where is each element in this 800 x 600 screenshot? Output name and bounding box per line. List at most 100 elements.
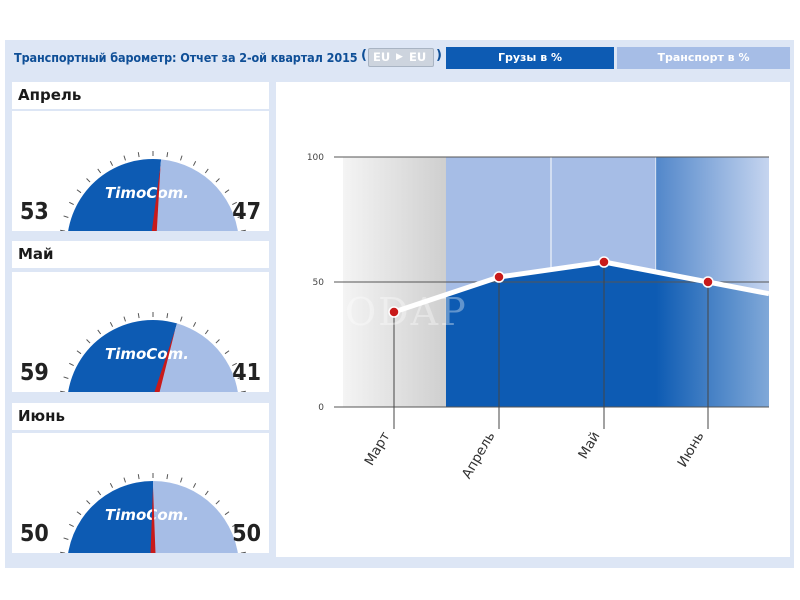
gauge-card-may: TimoCom. 59 41 bbox=[12, 272, 269, 392]
gauge-tick bbox=[237, 215, 243, 218]
route-from: EU bbox=[373, 50, 391, 64]
gauge-tick bbox=[63, 215, 69, 218]
timocom-logo-text: TimoCom. bbox=[105, 506, 189, 524]
gauge-tick bbox=[76, 350, 82, 355]
gauge-tick bbox=[215, 339, 220, 344]
gauge-tick bbox=[192, 322, 197, 327]
gauge-tick bbox=[69, 362, 74, 367]
gauge-dial: TimoCom. bbox=[60, 473, 246, 553]
route-paren-close: ) bbox=[436, 48, 442, 63]
gauge-right-sector bbox=[153, 481, 238, 553]
gauge-tick bbox=[180, 316, 183, 322]
gauge-tick bbox=[204, 168, 209, 174]
gauge-tick bbox=[232, 362, 237, 367]
gauge-tick bbox=[224, 350, 230, 355]
gauge-tick bbox=[109, 483, 114, 488]
chart-panel: 100 50 0 Март Апрель Май Июнь bbox=[276, 82, 790, 557]
gauge-tick bbox=[237, 537, 243, 540]
gauge-tick bbox=[166, 152, 169, 158]
gauge-tick bbox=[69, 523, 74, 528]
gauge-tick bbox=[109, 322, 114, 327]
header-bar: Транспортный барометр: Отчет за 2-ой ква… bbox=[0, 40, 800, 78]
gauge-tick bbox=[123, 477, 126, 483]
line-chart: 100 50 0 Март Апрель Май Июнь bbox=[307, 153, 770, 482]
gauge-tick bbox=[97, 329, 102, 335]
gauge-left-value: 53 bbox=[20, 199, 49, 225]
gauge-card-june: TimoCom. 50 50 bbox=[12, 433, 269, 553]
gauge-right-value: 50 bbox=[232, 521, 261, 547]
data-point bbox=[493, 271, 505, 283]
x-tick-label: Апрель bbox=[459, 429, 499, 482]
gauge-tick bbox=[237, 376, 243, 379]
gauge-tick bbox=[240, 390, 246, 392]
gauge-tick bbox=[166, 313, 169, 319]
gauge-tick bbox=[86, 178, 91, 183]
page-title: Транспортный барометр: Отчет за 2-ой ква… bbox=[14, 50, 358, 65]
gauge-month-label: Июнь bbox=[12, 403, 269, 430]
gauge-tick bbox=[137, 474, 140, 480]
gauge-right-value: 47 bbox=[232, 199, 261, 225]
route-selector[interactable]: EU ▶ EU bbox=[368, 48, 434, 67]
y-tick-label: 50 bbox=[313, 278, 325, 288]
y-tick-label: 100 bbox=[307, 153, 324, 163]
timocom-logo-text: TimoCom. bbox=[105, 345, 189, 363]
gauge-right-sector bbox=[157, 323, 238, 392]
x-tick-label: Май bbox=[575, 429, 603, 462]
gauge-tick bbox=[180, 155, 183, 161]
gauge-month-label: Апрель bbox=[12, 82, 269, 109]
data-point bbox=[388, 306, 400, 318]
gauge-tick bbox=[137, 152, 140, 158]
gauge-tick bbox=[240, 551, 246, 553]
gauge-month-may: Май bbox=[18, 245, 54, 263]
gauge-tick bbox=[204, 329, 209, 335]
gauge-tick bbox=[215, 500, 220, 505]
gauge-tick bbox=[86, 339, 91, 344]
gauge-left-sector bbox=[68, 481, 153, 553]
data-point bbox=[598, 256, 610, 268]
gauge-tick bbox=[137, 313, 140, 319]
gauge-dial: TimoCom. bbox=[60, 151, 246, 231]
tab-transport[interactable]: Транспорт в % bbox=[617, 47, 790, 69]
gauge-needle bbox=[151, 165, 161, 231]
gauge-tick bbox=[86, 500, 91, 505]
gauge-tick bbox=[240, 229, 246, 231]
gauge-tick bbox=[109, 161, 114, 166]
gauge-card-april: TimoCom. 53 47 bbox=[12, 111, 269, 231]
gauge-tick bbox=[204, 490, 209, 496]
gauge-tick bbox=[192, 161, 197, 166]
gauge-left-value: 59 bbox=[20, 360, 49, 386]
gauge-month-june: Июнь bbox=[18, 407, 65, 425]
gauge-tick bbox=[224, 189, 230, 194]
gauge-tick bbox=[166, 474, 169, 480]
gauge-tick bbox=[215, 178, 220, 183]
gauge-tick bbox=[63, 537, 69, 540]
gauge-right-sector bbox=[154, 159, 238, 231]
gauge-left-sector bbox=[68, 159, 162, 231]
gauge-month-april: Апрель bbox=[18, 86, 82, 104]
y-tick-label: 0 bbox=[318, 403, 324, 413]
gauge-tick bbox=[123, 316, 126, 322]
timocom-logo-text: TimoCom. bbox=[105, 184, 189, 202]
gauge-tick bbox=[180, 477, 183, 483]
route-paren-open: ( bbox=[361, 48, 367, 63]
gauge-tick bbox=[63, 376, 69, 379]
data-point bbox=[702, 276, 714, 288]
gauge-month-label: Май bbox=[12, 241, 269, 268]
x-tick-label: Июнь bbox=[674, 429, 707, 470]
gauge-tick bbox=[76, 189, 82, 194]
route-to: EU bbox=[409, 50, 427, 64]
gauge-tick bbox=[69, 201, 74, 206]
gauge-dial: TimoCom. bbox=[60, 312, 246, 392]
gauge-tick bbox=[192, 483, 197, 488]
gauge-tick bbox=[232, 523, 237, 528]
gauge-needle bbox=[150, 487, 156, 553]
gauge-tick bbox=[76, 511, 82, 516]
route-arrow-icon: ▶ bbox=[396, 52, 403, 62]
gauge-tick bbox=[123, 155, 126, 161]
gauge-tick bbox=[60, 551, 66, 553]
tab-cargo[interactable]: Грузы в % bbox=[446, 47, 614, 69]
gauge-tick bbox=[60, 229, 66, 231]
gauge-tick bbox=[232, 201, 237, 206]
gauge-tick bbox=[60, 390, 66, 392]
gauge-tick bbox=[97, 168, 102, 174]
